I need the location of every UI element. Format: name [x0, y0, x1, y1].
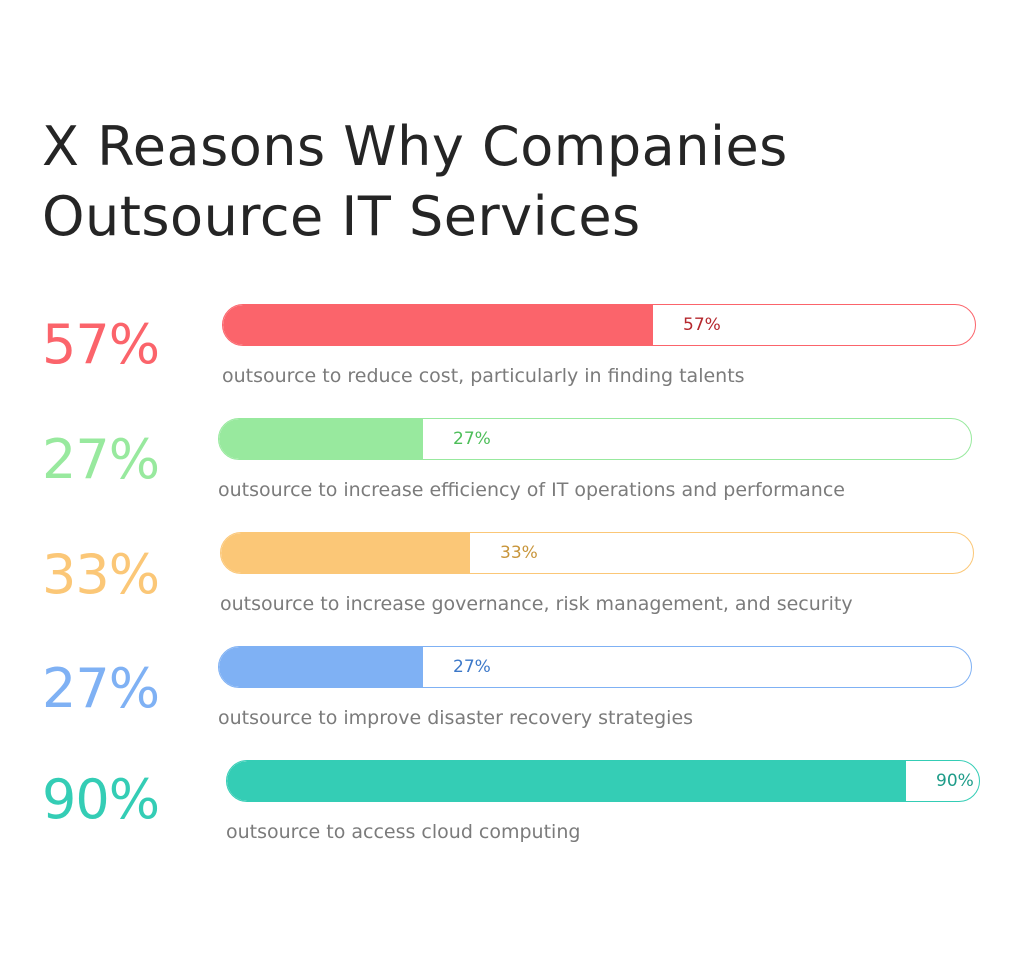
- bar-track: 57%: [222, 304, 976, 346]
- bar-caption: outsource to access cloud computing: [226, 821, 581, 843]
- bar-caption: outsource to improve disaster recovery s…: [218, 707, 694, 729]
- bar-fill: [227, 761, 906, 801]
- bar-value-label: 33%: [500, 543, 538, 563]
- bar-caption: outsource to reduce cost, particularly i…: [222, 365, 745, 387]
- bar-fill: [219, 419, 423, 459]
- bar-row: 27% 27% outsource to improve disaster reco…: [0, 646, 1024, 756]
- bar-fill: [219, 647, 423, 687]
- bar-track: 27%: [218, 418, 972, 460]
- bar-value-label: 57%: [683, 315, 721, 335]
- bar-row: 90% 90% outsource to access cloud computin…: [0, 760, 1024, 870]
- big-percent-label: 57%: [42, 313, 160, 376]
- bar-row: 33% 33% outsource to increase governance, …: [0, 532, 1024, 642]
- bar-fill: [221, 533, 470, 573]
- big-percent-label: 27%: [42, 428, 160, 491]
- bar-track: 33%: [220, 532, 974, 574]
- big-percent-label: 27%: [42, 657, 160, 720]
- big-percent-label: 90%: [42, 768, 160, 831]
- bar-row: 57% 57% outsource to reduce cost, particul…: [0, 304, 1024, 414]
- bar-track: 90%: [226, 760, 980, 802]
- title-line-1: X Reasons Why Companies: [42, 115, 788, 178]
- bar-row: 27% 27% outsource to increase efficiency o…: [0, 418, 1024, 528]
- bar-value-label: 27%: [453, 429, 491, 449]
- bar-caption: outsource to increase governance, risk m…: [220, 593, 853, 615]
- bar-value-label: 27%: [453, 657, 491, 677]
- bar-caption: outsource to increase efficiency of IT o…: [218, 479, 845, 501]
- title-line-2: Outsource IT Services: [42, 185, 641, 248]
- big-percent-label: 33%: [42, 543, 160, 606]
- bar-fill: [223, 305, 653, 345]
- page-title: X Reasons Why Companies Outsource IT Ser…: [42, 112, 788, 252]
- bar-value-label: 90%: [936, 771, 974, 791]
- bar-track: 27%: [218, 646, 972, 688]
